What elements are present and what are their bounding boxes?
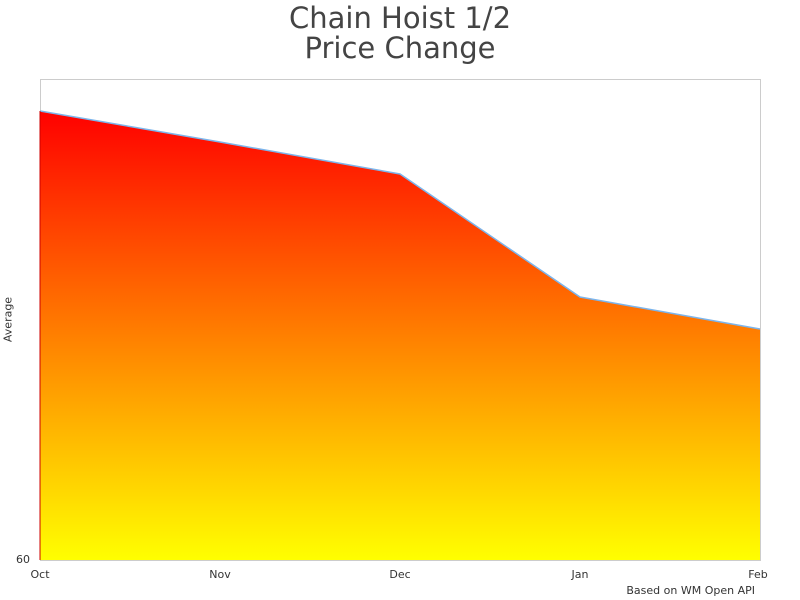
chart-title-line-2: Price Change: [304, 31, 496, 65]
chart-title: Chain Hoist 1/2 Price Change: [0, 0, 800, 63]
area-series-line: [39, 110, 761, 330]
x-axis-tick: Oct: [30, 568, 50, 581]
credits-text: Based on WM Open API: [626, 584, 755, 597]
x-axis-tick: Feb: [748, 568, 768, 581]
y-axis-tick: 60: [16, 553, 30, 566]
x-axis-tick: Nov: [209, 568, 231, 581]
area-series: [40, 111, 760, 560]
x-axis-tick: Dec: [389, 568, 411, 581]
chart-title-line-1: Chain Hoist 1/2: [288, 1, 512, 35]
x-axis-tick: Jan: [571, 568, 589, 581]
y-axis-label: Average: [1, 296, 15, 343]
